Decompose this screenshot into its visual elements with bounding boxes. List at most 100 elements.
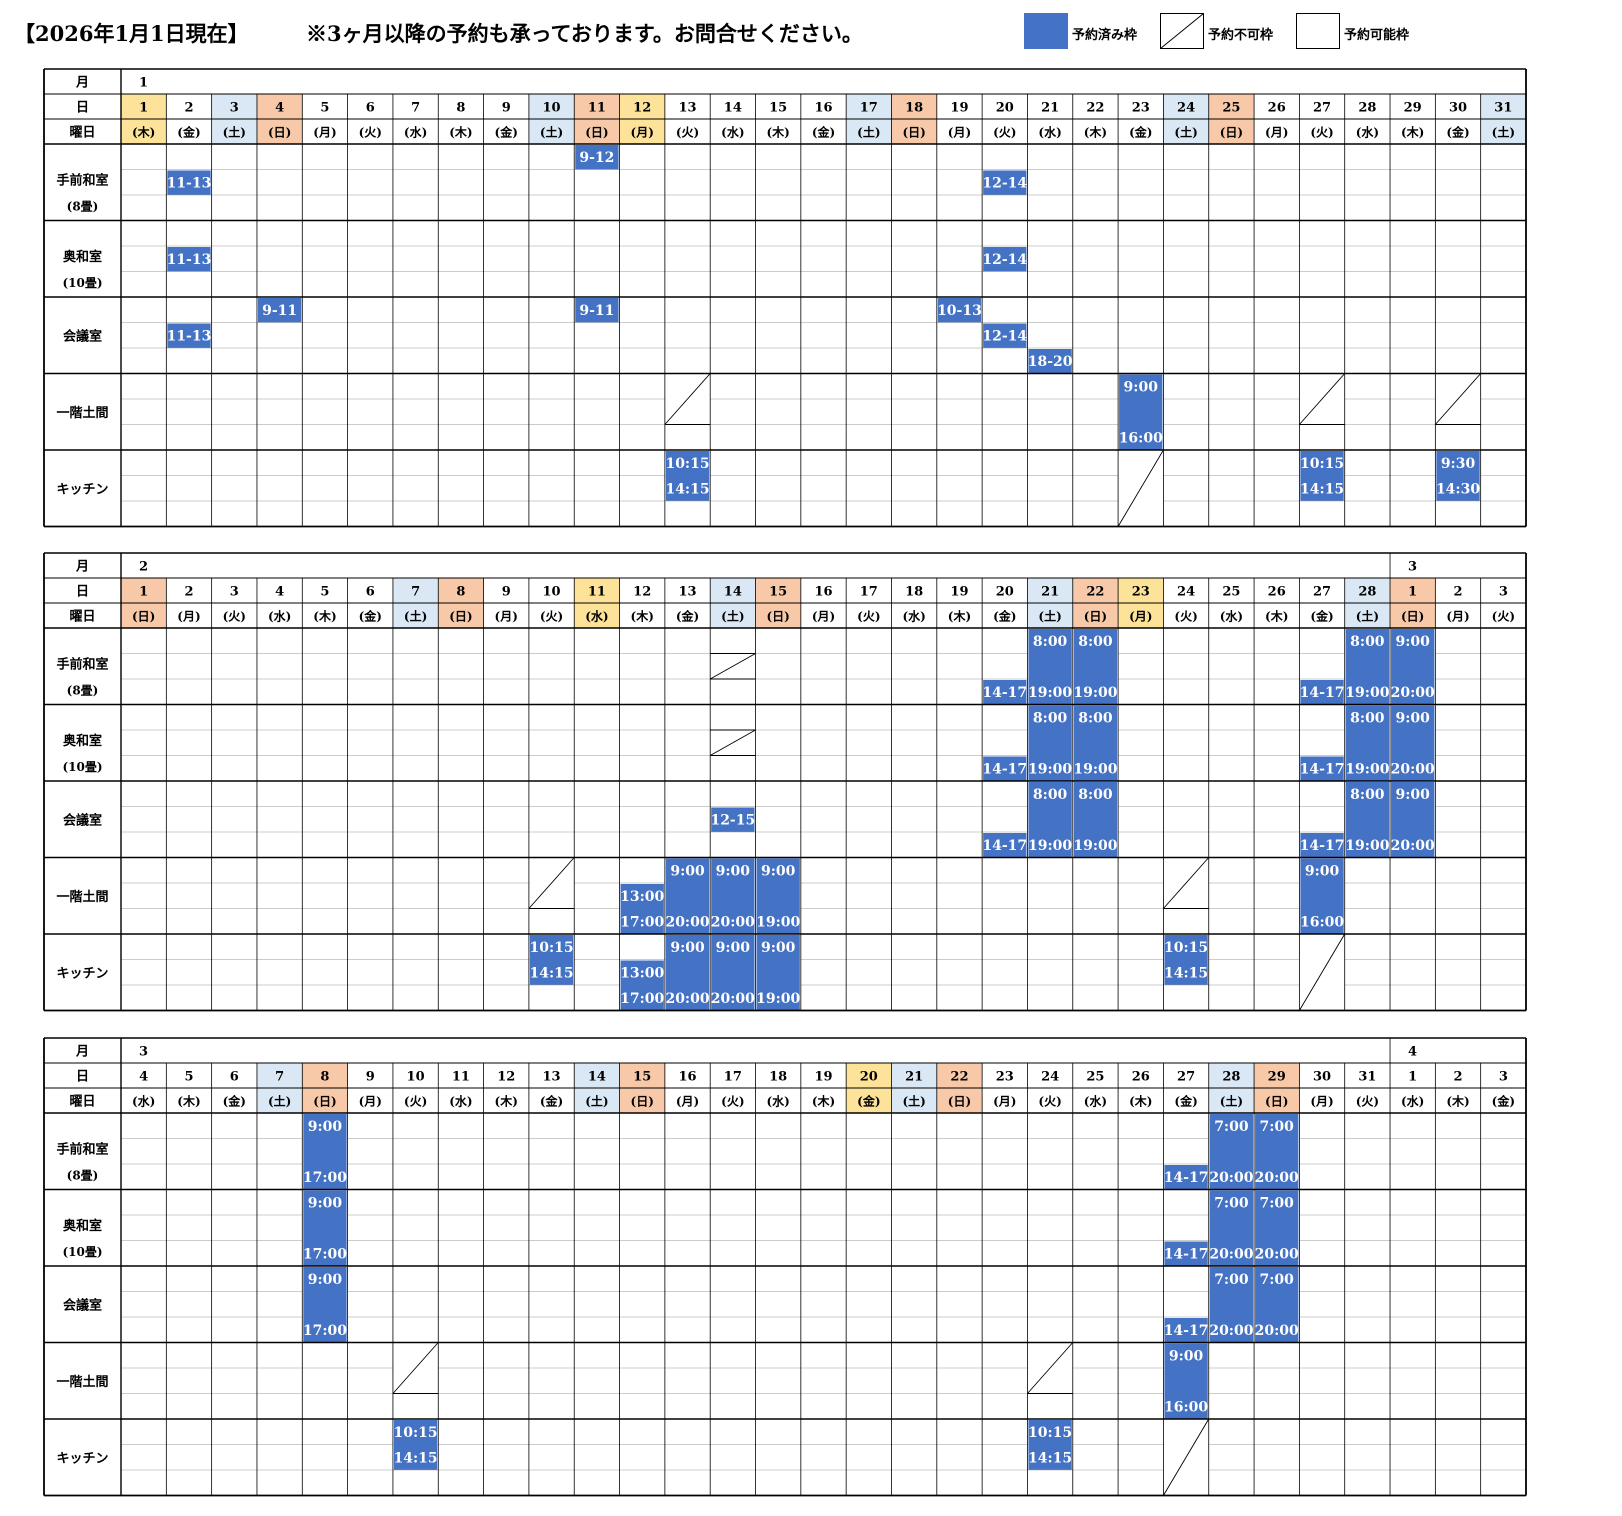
- booked-slot: [1300, 756, 1344, 781]
- booking-time: 9:00: [670, 940, 705, 956]
- booked-slot: [303, 1267, 347, 1343]
- booked-slot: [257, 298, 302, 323]
- unavailable-slot: [664, 373, 711, 425]
- month-label: 2: [139, 560, 148, 575]
- booked-slot: [303, 1114, 347, 1190]
- weekday-label: (土): [404, 609, 427, 624]
- day-number: 18: [905, 585, 923, 600]
- booking-time: 12-14: [982, 328, 1027, 344]
- booking-time: 10:15: [1300, 456, 1344, 472]
- booked-slot: [665, 935, 710, 1011]
- booking-time: 7:00: [1214, 1119, 1249, 1135]
- booking-time: 17:00: [303, 1246, 347, 1262]
- weekday-label: (水): [404, 125, 427, 140]
- booking-time: 19:00: [1345, 838, 1389, 854]
- booking-time: 9:00: [716, 940, 751, 956]
- weekday-label: (木): [495, 1094, 518, 1109]
- day-number: 30: [1449, 101, 1467, 116]
- weekday-label: (月): [948, 126, 971, 140]
- weekday-label: (土): [1220, 1094, 1243, 1109]
- booking-time: 9:00: [761, 940, 796, 956]
- booking-time: 14-17: [1300, 838, 1345, 854]
- day-number: 17: [724, 1070, 742, 1085]
- room-label: 奥和室: [63, 733, 102, 749]
- weekday-label: (火): [223, 610, 246, 624]
- booked-slot: [1300, 833, 1344, 858]
- weekday-label: (水): [1401, 1094, 1424, 1109]
- booking-time: 8:00: [1033, 710, 1068, 726]
- weekday-label: (月): [359, 1095, 382, 1109]
- booking-time: 9:00: [308, 1119, 343, 1135]
- booking-time: 7:00: [1260, 1272, 1295, 1288]
- month-row-label: 月: [75, 560, 89, 575]
- booking-time: 8:00: [1033, 787, 1068, 803]
- day-number: 7: [275, 1070, 284, 1085]
- booked-slot: [620, 884, 664, 934]
- booking-time: 19:00: [1028, 838, 1072, 854]
- booked-slot: [711, 935, 755, 1011]
- booked-slot: [983, 756, 1027, 781]
- day-number: 23: [1132, 101, 1150, 116]
- booking-time: 8:00: [1078, 787, 1113, 803]
- weekday-label: (日): [902, 126, 925, 140]
- day-number: 2: [184, 585, 193, 600]
- day-number: 13: [678, 585, 696, 600]
- booked-slot: [665, 858, 710, 934]
- booked-slot: [1164, 1241, 1208, 1266]
- day-number: 18: [905, 101, 923, 116]
- booking-time: 10:15: [665, 456, 709, 472]
- weekday-label: (木): [132, 125, 155, 140]
- room-label: 会議室: [63, 812, 102, 828]
- booking-time: 9:00: [1305, 863, 1340, 879]
- legend-available-swatch: [1296, 13, 1340, 49]
- weekday-label: (木): [1446, 1094, 1469, 1109]
- weekday-label: (月): [1129, 610, 1152, 624]
- weekday-label: (火): [857, 610, 880, 624]
- booking-time: 14:15: [665, 481, 709, 497]
- booked-slot: [1255, 1190, 1299, 1266]
- day-number: 15: [633, 1070, 651, 1085]
- day-number: 29: [1268, 1070, 1286, 1085]
- booking-time: 7:00: [1214, 1195, 1249, 1211]
- booked-slot: [529, 935, 574, 985]
- booking-time: 14:15: [394, 1450, 438, 1466]
- day-row-label: 日: [76, 585, 89, 600]
- day-number: 27: [1313, 585, 1331, 600]
- weekday-label: (月): [1446, 610, 1469, 624]
- weekday-label: (土): [721, 609, 744, 624]
- day-number: 4: [139, 1070, 148, 1085]
- day-number: 29: [1404, 101, 1422, 116]
- booking-time: 20:00: [665, 914, 709, 930]
- weekday-label: (水): [268, 609, 291, 624]
- weekday-label: (金): [1446, 125, 1469, 140]
- booked-slot: [1345, 705, 1390, 781]
- weekday-label: (日): [766, 610, 789, 624]
- booked-slot: [1255, 1114, 1299, 1190]
- weekday-label: (月): [1265, 126, 1288, 140]
- weekday-row-label: 曜日: [69, 1095, 95, 1110]
- booking-time: 8:00: [1078, 710, 1113, 726]
- booked-slot: [1073, 782, 1118, 858]
- day-number: 6: [366, 101, 375, 116]
- booking-time: 20:00: [1255, 1170, 1299, 1186]
- room-label: 奥和室: [63, 1218, 102, 1234]
- day-number: 27: [1177, 1070, 1195, 1085]
- unavailable-slot: [1299, 373, 1346, 425]
- booking-time: 9:00: [308, 1195, 343, 1211]
- weekday-label: (水): [1220, 609, 1243, 624]
- booking-time: 13:00: [620, 889, 664, 905]
- day-number: 23: [1132, 585, 1150, 600]
- day-number: 1: [1408, 1070, 1417, 1085]
- weekday-label: (水): [132, 1094, 155, 1109]
- weekday-label: (水): [902, 609, 925, 624]
- booking-time: 9-11: [579, 303, 614, 319]
- weekday-label: (火): [993, 126, 1016, 140]
- booking-time: 20:00: [1209, 1170, 1253, 1186]
- legend-available-label: 予約可能枠: [1344, 28, 1410, 43]
- day-number: 1: [139, 585, 148, 600]
- booking-time: 14-17: [982, 685, 1027, 701]
- booking-time: 20:00: [1391, 838, 1435, 854]
- room-label: 会議室: [63, 1297, 102, 1313]
